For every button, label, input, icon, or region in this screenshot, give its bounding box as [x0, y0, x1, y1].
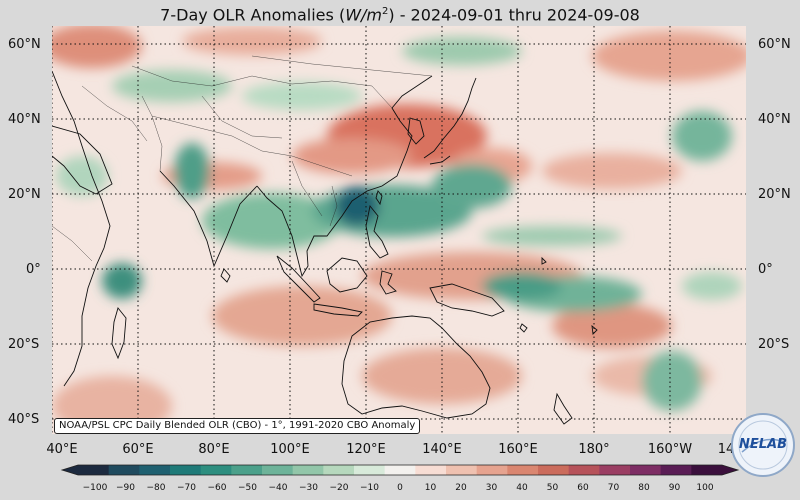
colorbar-segment: [660, 465, 692, 475]
lon-label: 140°E: [422, 442, 462, 457]
lat-label-left: 60°N: [8, 37, 41, 52]
colorbar-segment: [599, 465, 631, 475]
colorbar-tick-label: 10: [424, 483, 437, 493]
colorbar-segment: [108, 465, 140, 475]
colorbar-tick-label: −80: [146, 483, 166, 493]
colorbar-tick-label: −100: [82, 483, 108, 493]
lon-label: 40°E: [46, 442, 78, 457]
colorbar-segment: [476, 465, 508, 475]
colorbar-tick-label: −50: [238, 483, 257, 493]
country-borders: [52, 55, 433, 262]
colorbar-segment: [507, 465, 539, 475]
lat-label-left: 40°S: [8, 412, 40, 427]
colorbar-segment: [323, 465, 355, 475]
colorbar-segment: [446, 465, 478, 475]
colorbar-tick-label: 30: [485, 483, 498, 493]
colorbar-tick-label: −40: [268, 483, 288, 493]
lat-label-right: 0°: [758, 262, 773, 277]
lat-label-left: 40°N: [8, 112, 41, 127]
lon-label: 160°E: [498, 442, 538, 457]
lat-label-right: 40°N: [758, 112, 791, 127]
colorbar-tick-label: 40: [516, 483, 528, 493]
colorbar-tick-label: 0: [397, 483, 403, 493]
map-canvas: [52, 26, 746, 434]
lon-label: 180°: [578, 442, 610, 457]
lat-label-right: 60°N: [758, 37, 791, 52]
lon-label: 160°W: [647, 442, 693, 457]
colorbar-segment: [568, 465, 600, 475]
colorbar-segment: [292, 465, 324, 475]
coastlines: [52, 70, 598, 425]
lon-label: 60°E: [122, 442, 154, 457]
colorbar-tick-label: 50: [546, 483, 559, 493]
colorbar-tick-label: −10: [360, 483, 379, 493]
colorbar-tick-label: −90: [116, 483, 135, 493]
colorbar-tick-label: 80: [638, 483, 650, 493]
colorbar-segment: [78, 465, 110, 475]
colorbar-extend-left: [62, 465, 78, 475]
colorbar-segment: [170, 465, 202, 475]
colorbar-tick-label: −30: [299, 483, 318, 493]
colorbar: [60, 464, 740, 476]
colorbar-tick-label: 90: [668, 483, 681, 493]
source-note: NOAA/PSL CPC Daily Blended OLR (CBO) - 1…: [54, 418, 421, 434]
colorbar-extend-right: [722, 465, 738, 475]
lon-label: 80°E: [198, 442, 230, 457]
colorbar-segment: [231, 465, 263, 475]
lat-label-left: 20°N: [8, 187, 41, 202]
colorbar-tick-label: 20: [455, 483, 467, 493]
colorbar-segment: [354, 465, 386, 475]
colorbar-segment: [200, 465, 232, 475]
lat-label-left: 0°: [26, 262, 41, 277]
colorbar-segment: [415, 465, 447, 475]
lat-label-right: 20°N: [758, 187, 791, 202]
colorbar-tick-label: 100: [696, 483, 714, 493]
colorbar-tick-label: 70: [607, 483, 620, 493]
map-title: 7-Day OLR Anomalies (W/m2) - 2024-09-01 …: [160, 5, 640, 25]
colorbar-tick-label: −60: [207, 483, 227, 493]
colorbar-segment: [630, 465, 662, 475]
colorbar-segment: [691, 465, 723, 475]
nevlab-logo-icon: NELAB: [731, 413, 795, 477]
lon-label: 120°E: [346, 442, 386, 457]
colorbar-segment: [262, 465, 294, 475]
colorbar-segment: [384, 465, 416, 475]
colorbar-segment: [538, 465, 570, 475]
colorbar-tick-label: −70: [177, 483, 196, 493]
colorbar-tick-label: 60: [577, 483, 589, 493]
olr-anomaly-map: [52, 26, 746, 434]
colorbar-segment: [139, 465, 171, 475]
lon-label: 100°E: [270, 442, 310, 457]
lat-label-left: 20°S: [8, 337, 40, 352]
lat-label-right: 20°S: [758, 337, 790, 352]
lon-label: 14: [717, 442, 735, 457]
svg-text:NELAB: NELAB: [739, 437, 787, 452]
colorbar-tick-label: −20: [329, 483, 349, 493]
